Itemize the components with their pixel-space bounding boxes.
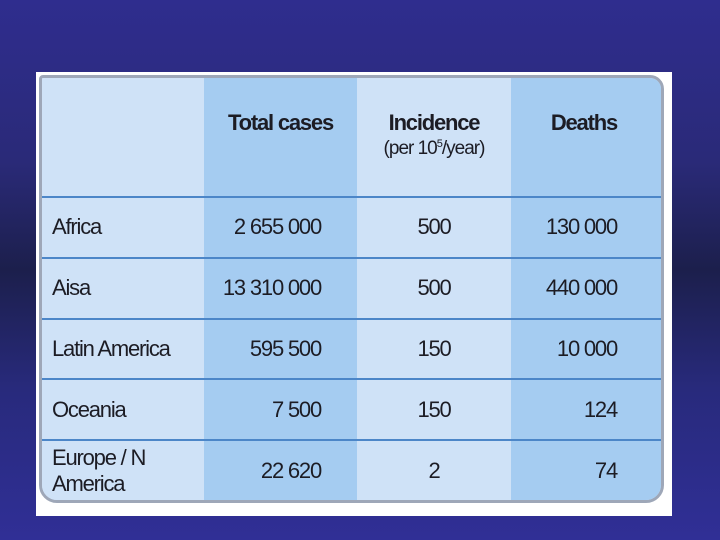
cell-deaths: 10 000 [511,318,661,381]
cell-region: Aisa [42,257,204,320]
table-row: Oceania 7 500 150 124 [42,379,661,442]
table-row: Latin America 595 500 150 10 000 [42,318,661,381]
cell-incidence: 150 [357,318,511,381]
header-deaths: Deaths [511,78,661,198]
data-table-frame: Total cases Incidence (per 105/year) Dea… [39,75,664,503]
header-incidence: Incidence (per 105/year) [357,78,511,198]
table-row: Aisa 13 310 000 500 440 000 [42,257,661,320]
cell-total-cases: 2 655 000 [204,197,357,259]
cell-incidence: 2 [357,440,511,500]
cell-total-cases: 595 500 [204,318,357,381]
cases-table: Total cases Incidence (per 105/year) Dea… [42,78,661,500]
cell-incidence: 150 [357,379,511,442]
cell-deaths: 440 000 [511,257,661,320]
cell-incidence: 500 [357,197,511,259]
header-row: Total cases Incidence (per 105/year) Dea… [42,78,661,198]
cell-deaths: 130 000 [511,197,661,259]
cell-region: Africa [42,197,204,259]
cell-total-cases: 13 310 000 [204,257,357,320]
header-total-cases: Total cases [204,78,357,198]
table-row: Europe / N America 22 620 2 74 [42,440,661,500]
cell-region: Oceania [42,379,204,442]
slide-panel: Total cases Incidence (per 105/year) Dea… [36,72,672,516]
cell-deaths: 124 [511,379,661,442]
cell-deaths: 74 [511,440,661,500]
cell-total-cases: 7 500 [204,379,357,442]
cell-region: Europe / N America [42,440,204,500]
header-incidence-label: Incidence [388,110,481,135]
table-row: Africa 2 655 000 500 130 000 [42,197,661,259]
cell-incidence: 500 [357,257,511,320]
cell-total-cases: 22 620 [204,440,357,500]
header-region [42,78,204,198]
header-incidence-unit: (per 105/year) [383,138,486,159]
cell-region: Latin America [42,318,204,381]
